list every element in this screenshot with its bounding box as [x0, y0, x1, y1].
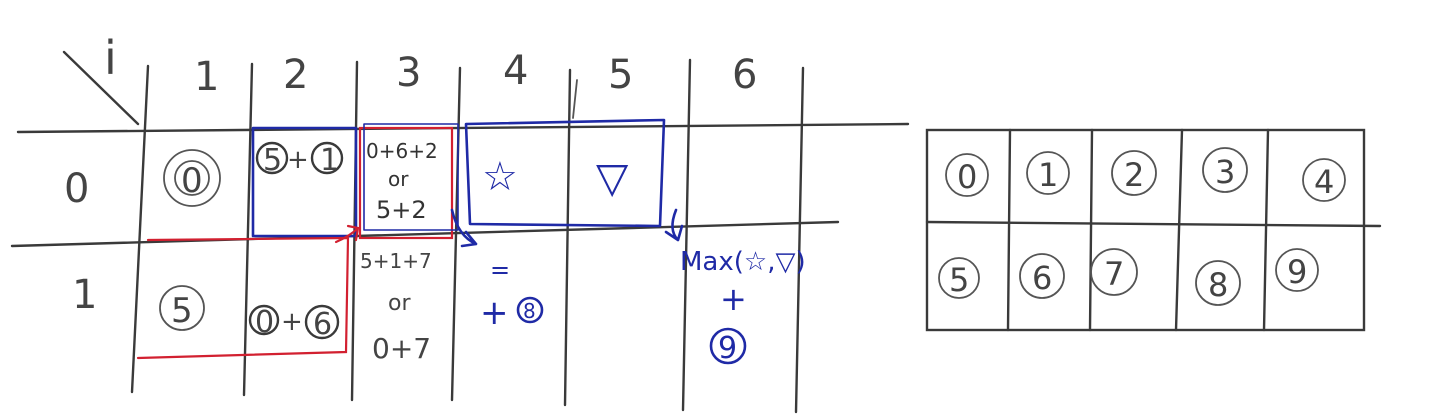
column-header-6: 6: [732, 52, 757, 98]
star-symbol: ☆: [482, 154, 518, 200]
index-cell-0: 0: [945, 153, 989, 197]
index-value: 9: [1287, 253, 1307, 291]
index-value: 3: [1215, 153, 1235, 191]
index-value: 4: [1314, 163, 1334, 201]
cell-value: 5: [171, 291, 193, 331]
cell-term-a: 0: [255, 305, 274, 340]
index-grid-col-divider-3: [1174, 128, 1184, 332]
max-expression: Max(☆,▽): [680, 247, 806, 277]
index-value: 1: [1038, 156, 1058, 194]
corner-diagonal: [62, 50, 140, 126]
row-divider-top: [16, 122, 910, 134]
index-cell-7: 7: [1090, 248, 1138, 296]
cell-operator: +: [287, 145, 309, 175]
index-value: 8: [1208, 266, 1228, 304]
cell-term: 8: [523, 299, 536, 323]
index-grid-col-divider-2: [1088, 128, 1094, 332]
cell-line-3: 5+2: [376, 196, 427, 224]
corner-label-i: i: [104, 31, 117, 85]
index-grid-col-divider-1: [1006, 128, 1012, 332]
blue-highlight-box: [363, 123, 459, 231]
cell-operator: +: [281, 307, 303, 337]
column-divider-4: [450, 66, 462, 402]
dp-cell-r0-c2: 5 + 1: [251, 126, 358, 238]
cell-value: 0: [181, 161, 203, 201]
column-header-2: 2: [283, 52, 308, 98]
cell-term: 9: [718, 331, 737, 366]
arrow-to-r1-c3: [450, 208, 478, 248]
dp-cell-r0-c3: 0+6+2 or 5+2: [358, 123, 459, 240]
cell-term-a: 5: [263, 143, 282, 178]
index-grid-row-divider: [925, 220, 1382, 228]
dp-cell-r0-c1: 0: [163, 149, 221, 207]
cell-line-2: or: [388, 167, 409, 191]
arrow-to-r1-c6: [664, 208, 684, 242]
dp-cell-r1-c4: = + 8: [480, 256, 544, 333]
plus-sign: +: [720, 280, 747, 318]
dp-cell-r1-c3: 5+1+7 or 0+7: [360, 249, 432, 365]
row-header-0: 0: [64, 166, 89, 212]
dp-table: i 1 2 3 4 5 6 0 1 0 5 + 1 0+6+2 or: [10, 31, 910, 414]
blue-highlight-box: [464, 118, 666, 228]
column-header-1: 1: [194, 54, 219, 100]
index-value: 0: [957, 158, 977, 196]
index-value: 5: [949, 261, 969, 299]
column-divider-1: [130, 64, 150, 394]
dp-cell-r1-c2: 0 + 6: [248, 304, 340, 342]
dp-cell-r0-c4-c5: [464, 118, 666, 228]
index-cell-6: 6: [1019, 253, 1065, 299]
row-header-1: 1: [72, 272, 97, 318]
index-grid-border: [925, 128, 1366, 332]
index-grid: 0 1 2 3 4 5 6 7 8 9: [925, 128, 1382, 332]
column-divider-6: [681, 58, 692, 412]
cell-line-2: or: [388, 291, 411, 316]
cell-term-b: 6: [313, 307, 332, 342]
cell-term-b: 1: [320, 143, 339, 178]
index-value: 2: [1124, 156, 1144, 194]
cell-line-3: 0+7: [372, 332, 431, 365]
cell-line-1: 0+6+2: [366, 139, 438, 163]
triangle-symbol: ▽: [596, 153, 629, 202]
index-value: 7: [1104, 255, 1124, 293]
column-header-5: 5: [608, 52, 633, 98]
index-grid-col-divider-4: [1262, 128, 1270, 332]
index-cell-3: 3: [1202, 147, 1248, 193]
plus-sign: +: [480, 293, 509, 333]
column-divider-7: [794, 66, 805, 414]
red-highlight-box: [136, 236, 350, 360]
column-header-3: 3: [396, 50, 421, 96]
index-cell-4: 4: [1302, 158, 1346, 202]
dp-cell-r1-c1: 5: [136, 236, 350, 360]
index-cell-1: 1: [1026, 151, 1070, 195]
index-value: 6: [1032, 259, 1052, 297]
column-header-4: 4: [503, 48, 528, 94]
column-divider-2: [242, 62, 254, 397]
red-highlight-box: [358, 126, 454, 240]
equals-mark: =: [490, 256, 510, 284]
index-cell-8: 8: [1195, 260, 1241, 306]
cell-line-1: 5+1+7: [360, 249, 432, 273]
column-divider-5b: [572, 79, 578, 119]
index-cell-5: 5: [938, 257, 980, 299]
dp-cell-r1-c6: Max(☆,▽) + 9: [680, 247, 806, 366]
index-cell-9: 9: [1275, 248, 1319, 292]
red-arrow-to-r0-c3: [334, 224, 360, 244]
index-cell-2: 2: [1111, 150, 1157, 196]
row-divider-middle: [10, 220, 840, 248]
column-divider-5a: [563, 68, 572, 407]
blue-highlight-box: [251, 126, 358, 238]
